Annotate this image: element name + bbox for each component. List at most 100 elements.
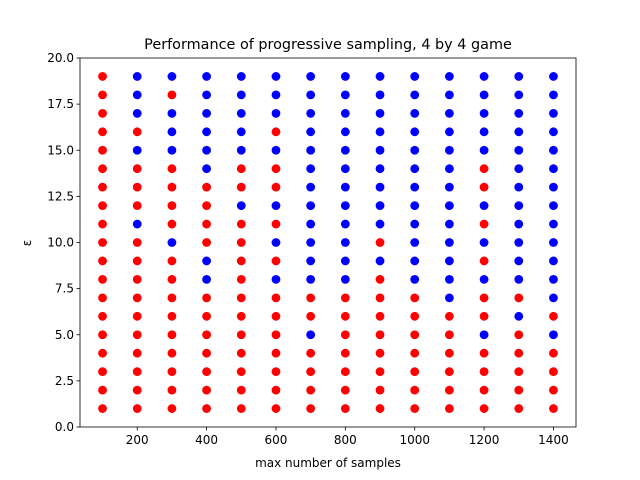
point bbox=[236, 72, 246, 81]
point bbox=[444, 311, 454, 321]
point bbox=[202, 90, 212, 100]
point bbox=[549, 404, 558, 413]
point bbox=[375, 182, 385, 192]
point bbox=[271, 385, 281, 395]
point bbox=[340, 127, 350, 137]
point bbox=[271, 127, 281, 137]
point bbox=[549, 145, 558, 155]
point bbox=[202, 219, 212, 229]
point bbox=[514, 404, 524, 413]
point bbox=[549, 219, 558, 229]
point bbox=[375, 348, 385, 358]
point bbox=[479, 182, 489, 192]
point bbox=[340, 238, 350, 247]
point bbox=[98, 293, 107, 303]
point bbox=[271, 348, 281, 358]
point bbox=[444, 404, 454, 413]
point bbox=[236, 404, 246, 413]
point bbox=[98, 238, 107, 247]
point bbox=[410, 127, 420, 137]
point bbox=[514, 145, 524, 155]
x-tick-label: 400 bbox=[195, 433, 218, 447]
point bbox=[167, 256, 177, 266]
point bbox=[167, 293, 177, 303]
point bbox=[549, 182, 558, 192]
point bbox=[202, 164, 212, 174]
point bbox=[202, 404, 212, 413]
point bbox=[340, 108, 350, 118]
point bbox=[167, 164, 177, 174]
x-axis-label: max number of samples bbox=[255, 456, 401, 470]
point bbox=[479, 201, 489, 211]
point bbox=[167, 275, 177, 284]
point bbox=[340, 145, 350, 155]
point bbox=[514, 201, 524, 211]
point bbox=[375, 127, 385, 137]
point bbox=[132, 219, 142, 229]
point bbox=[306, 72, 316, 81]
point bbox=[514, 238, 524, 247]
point bbox=[236, 367, 246, 377]
point bbox=[271, 275, 281, 284]
point bbox=[444, 90, 454, 100]
point bbox=[167, 108, 177, 118]
point bbox=[444, 219, 454, 229]
y-tick-label: 10.0 bbox=[47, 236, 74, 250]
point bbox=[132, 164, 142, 174]
point bbox=[236, 164, 246, 174]
point bbox=[444, 238, 454, 247]
point bbox=[549, 385, 558, 395]
point bbox=[410, 385, 420, 395]
point bbox=[410, 219, 420, 229]
point bbox=[444, 182, 454, 192]
point bbox=[444, 256, 454, 266]
x-tick-label: 800 bbox=[334, 433, 357, 447]
point bbox=[514, 72, 524, 81]
point bbox=[132, 385, 142, 395]
point bbox=[202, 182, 212, 192]
point bbox=[479, 275, 489, 284]
point bbox=[306, 311, 316, 321]
point bbox=[375, 256, 385, 266]
point bbox=[340, 367, 350, 377]
point bbox=[98, 404, 107, 413]
point bbox=[479, 385, 489, 395]
point bbox=[479, 311, 489, 321]
point bbox=[132, 72, 142, 81]
point bbox=[306, 404, 316, 413]
point bbox=[444, 108, 454, 118]
point bbox=[306, 238, 316, 247]
point bbox=[132, 330, 142, 340]
point bbox=[479, 108, 489, 118]
point bbox=[375, 219, 385, 229]
point bbox=[236, 311, 246, 321]
point bbox=[514, 90, 524, 100]
point bbox=[132, 404, 142, 413]
point bbox=[549, 330, 558, 340]
point bbox=[98, 385, 107, 395]
point bbox=[306, 219, 316, 229]
point bbox=[410, 182, 420, 192]
point bbox=[167, 385, 177, 395]
point bbox=[410, 72, 420, 81]
point bbox=[167, 348, 177, 358]
point bbox=[98, 201, 107, 211]
point bbox=[271, 404, 281, 413]
point bbox=[340, 72, 350, 81]
point bbox=[98, 127, 107, 137]
point bbox=[479, 238, 489, 247]
point bbox=[98, 219, 107, 229]
point bbox=[375, 145, 385, 155]
point bbox=[340, 275, 350, 284]
point bbox=[271, 164, 281, 174]
point bbox=[271, 311, 281, 321]
point bbox=[479, 127, 489, 137]
point bbox=[132, 182, 142, 192]
y-tick-label: 17.5 bbox=[47, 97, 74, 111]
point bbox=[132, 201, 142, 211]
x-tick-label: 1200 bbox=[469, 433, 500, 447]
point bbox=[236, 385, 246, 395]
x-tick-label: 600 bbox=[265, 433, 288, 447]
point bbox=[514, 293, 524, 303]
